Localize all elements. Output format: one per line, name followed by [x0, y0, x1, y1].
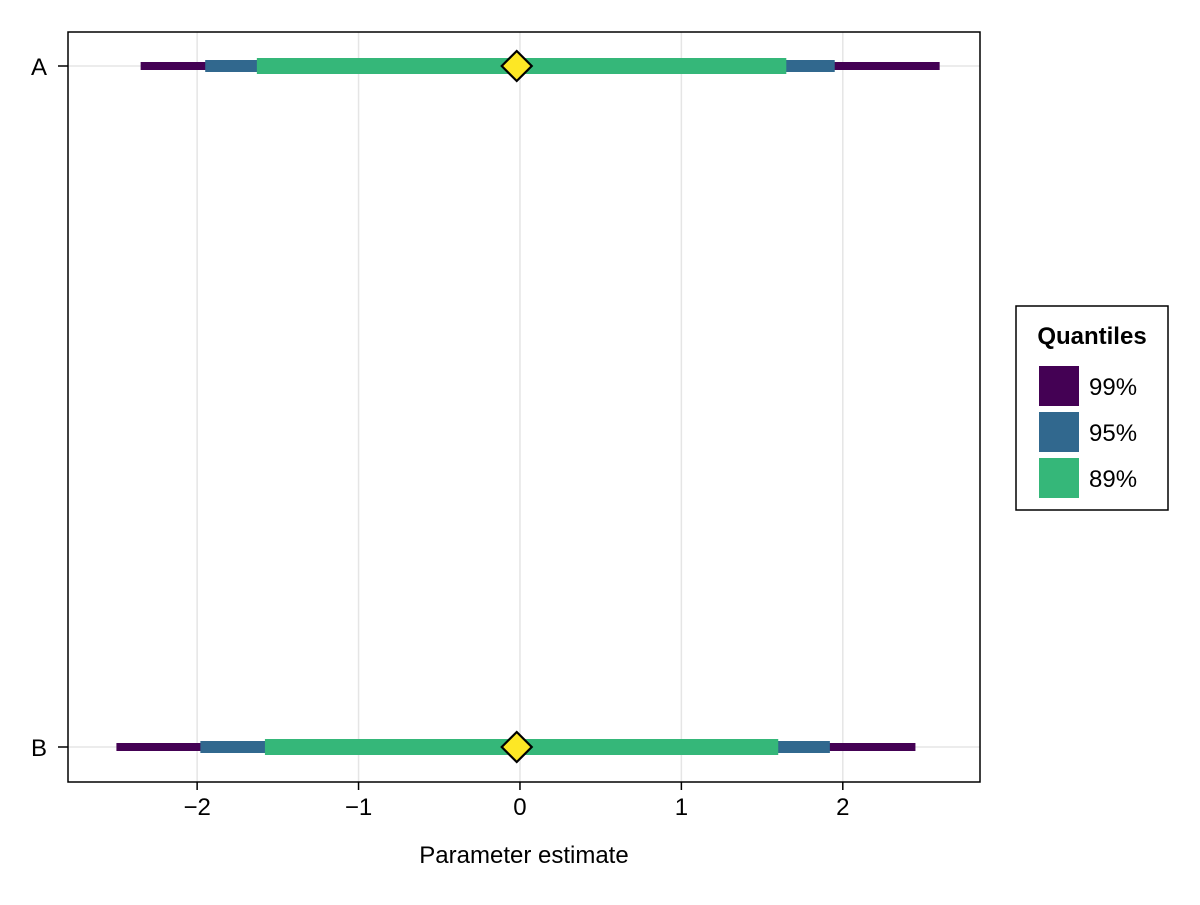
grid-lines	[68, 32, 980, 782]
legend-items: 99% 95% 89%	[1039, 366, 1137, 498]
legend-label: 89%	[1089, 466, 1137, 493]
x-tick-label: 2	[836, 794, 849, 821]
point-estimate-marker-a	[500, 49, 534, 83]
legend: Quantiles 99% 95% 89%	[1015, 305, 1169, 511]
legend-label: 95%	[1089, 420, 1137, 447]
plot-frame	[67, 31, 981, 783]
x-tick-label: 1	[675, 794, 688, 821]
interval-bars	[116, 58, 940, 755]
legend-swatch-89	[1039, 458, 1079, 498]
x-axis-title: Parameter estimate	[419, 842, 628, 869]
x-tick-label: −2	[183, 794, 210, 821]
point-estimate-marker-b	[500, 730, 534, 764]
y-axis: AB	[31, 54, 68, 762]
point-estimates	[500, 49, 534, 764]
x-tick-label: 0	[513, 794, 526, 821]
y-tick-label: A	[31, 54, 47, 81]
legend-title: Quantiles	[1037, 323, 1146, 350]
y-tick-label: B	[31, 735, 47, 762]
x-axis: −2 −1 0 1 2	[183, 782, 849, 821]
legend-label: 99%	[1089, 374, 1137, 401]
x-tick-label: −1	[345, 794, 372, 821]
legend-swatch-95	[1039, 412, 1079, 452]
legend-swatch-99	[1039, 366, 1079, 406]
